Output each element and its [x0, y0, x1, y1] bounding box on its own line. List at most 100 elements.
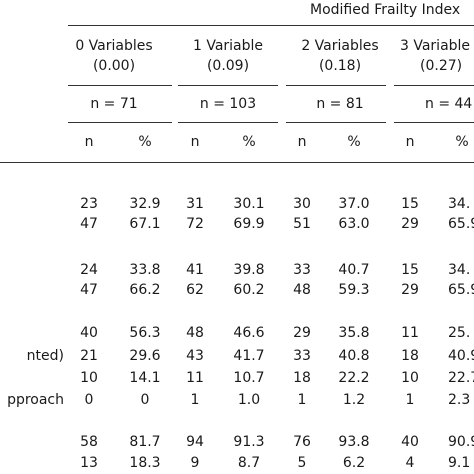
group-1-score: (0.09) [206, 58, 250, 74]
cell: 34. [448, 262, 471, 278]
group-0-score: (0.00) [92, 58, 136, 74]
subheader-n: n [84, 134, 94, 150]
cell: 0 [140, 392, 150, 408]
cell: 9 [190, 455, 200, 471]
cell: 10 [80, 370, 98, 386]
cell: 69.9 [233, 216, 265, 232]
cell: 5 [297, 455, 307, 471]
cell: 40.8 [338, 348, 370, 364]
cell: 25. [448, 325, 471, 341]
cell: 65.9 [448, 282, 474, 298]
cell: 76 [293, 434, 311, 450]
subheader-pct: % [347, 134, 361, 150]
cell: 40.9 [448, 348, 474, 364]
cell: 40.7 [338, 262, 370, 278]
cell: 67.1 [129, 216, 161, 232]
modified-frailty-index-header: Modified Frailty Index [310, 2, 461, 18]
cell: 35.8 [338, 325, 370, 341]
cell: 15 [401, 196, 419, 212]
cell: 29 [401, 282, 419, 298]
group-3-rule [394, 85, 474, 86]
row-label: pproach [7, 392, 64, 408]
cell: 18 [401, 348, 419, 364]
group-2-n-rule [286, 122, 386, 123]
cell: 33 [293, 348, 311, 364]
cell: 39.8 [233, 262, 265, 278]
group-2-score: (0.18) [318, 58, 362, 74]
cell: 29 [293, 325, 311, 341]
cell: 90.9 [448, 434, 474, 450]
subheader-pct: % [455, 134, 469, 150]
subheader-n: n [190, 134, 200, 150]
cell: 60.2 [233, 282, 265, 298]
group-0-n: n = 71 [90, 96, 138, 112]
group-3-label: 3 Variable [400, 38, 471, 54]
group-0-label: 0 Variables [75, 38, 153, 54]
group-0-rule [68, 85, 172, 86]
cell: 23 [80, 196, 98, 212]
cell: 18 [293, 370, 311, 386]
cell: 13 [80, 455, 98, 471]
subheader-n: n [405, 134, 415, 150]
cell: 65.9 [448, 216, 474, 232]
cell: 11 [186, 370, 204, 386]
cell: 43 [186, 348, 204, 364]
cell: 72 [186, 216, 204, 232]
group-1-label: 1 Variable [192, 38, 264, 54]
cell: 10.7 [233, 370, 265, 386]
cell: 1 [297, 392, 307, 408]
cell: 66.2 [129, 282, 161, 298]
cell: 40 [401, 434, 419, 450]
cell: 56.3 [129, 325, 161, 341]
cell: 63.0 [338, 216, 370, 232]
cell: 1.0 [237, 392, 261, 408]
cell: 9.1 [448, 455, 471, 471]
subheader-n: n [297, 134, 307, 150]
cell: 0 [84, 392, 94, 408]
group-0-n-rule [68, 122, 172, 123]
cell: 59.3 [338, 282, 370, 298]
cell: 91.3 [233, 434, 265, 450]
cell: 14.1 [129, 370, 161, 386]
group-header-rule [68, 25, 474, 26]
cell: 29.6 [129, 348, 161, 364]
cell: 33.8 [129, 262, 161, 278]
cell: 10 [401, 370, 419, 386]
group-2-rule [286, 85, 386, 86]
cell: 4 [405, 455, 415, 471]
group-2-label: 2 Variables [301, 38, 379, 54]
cell: 33 [293, 262, 311, 278]
group-3-n-rule [394, 122, 474, 123]
subheader-pct: % [138, 134, 152, 150]
group-3-score: (0.27) [420, 58, 463, 74]
cell: 47 [80, 216, 98, 232]
group-2-n: n = 81 [316, 96, 364, 112]
cell: 30.1 [233, 196, 265, 212]
group-1-n: n = 103 [199, 96, 257, 112]
cell: 40 [80, 325, 98, 341]
cell: 2.3 [448, 392, 471, 408]
cell: 1 [405, 392, 415, 408]
cell: 8.7 [237, 455, 261, 471]
header-bottom-rule [0, 162, 474, 163]
cell: 22.2 [338, 370, 370, 386]
cell: 24 [80, 262, 98, 278]
cell: 46.6 [233, 325, 265, 341]
cell: 1.2 [342, 392, 366, 408]
group-1-rule [178, 85, 278, 86]
cell: 47 [80, 282, 98, 298]
cell: 11 [401, 325, 419, 341]
cell: 41.7 [233, 348, 265, 364]
cell: 48 [186, 325, 204, 341]
cell: 51 [293, 216, 311, 232]
cell: 29 [401, 216, 419, 232]
cell: 21 [80, 348, 98, 364]
cell: 6.2 [342, 455, 366, 471]
cell: 15 [401, 262, 419, 278]
subheader-pct: % [242, 134, 256, 150]
cell: 34. [448, 196, 471, 212]
cell: 37.0 [338, 196, 370, 212]
cell: 22.7 [448, 370, 474, 386]
cell: 48 [293, 282, 311, 298]
